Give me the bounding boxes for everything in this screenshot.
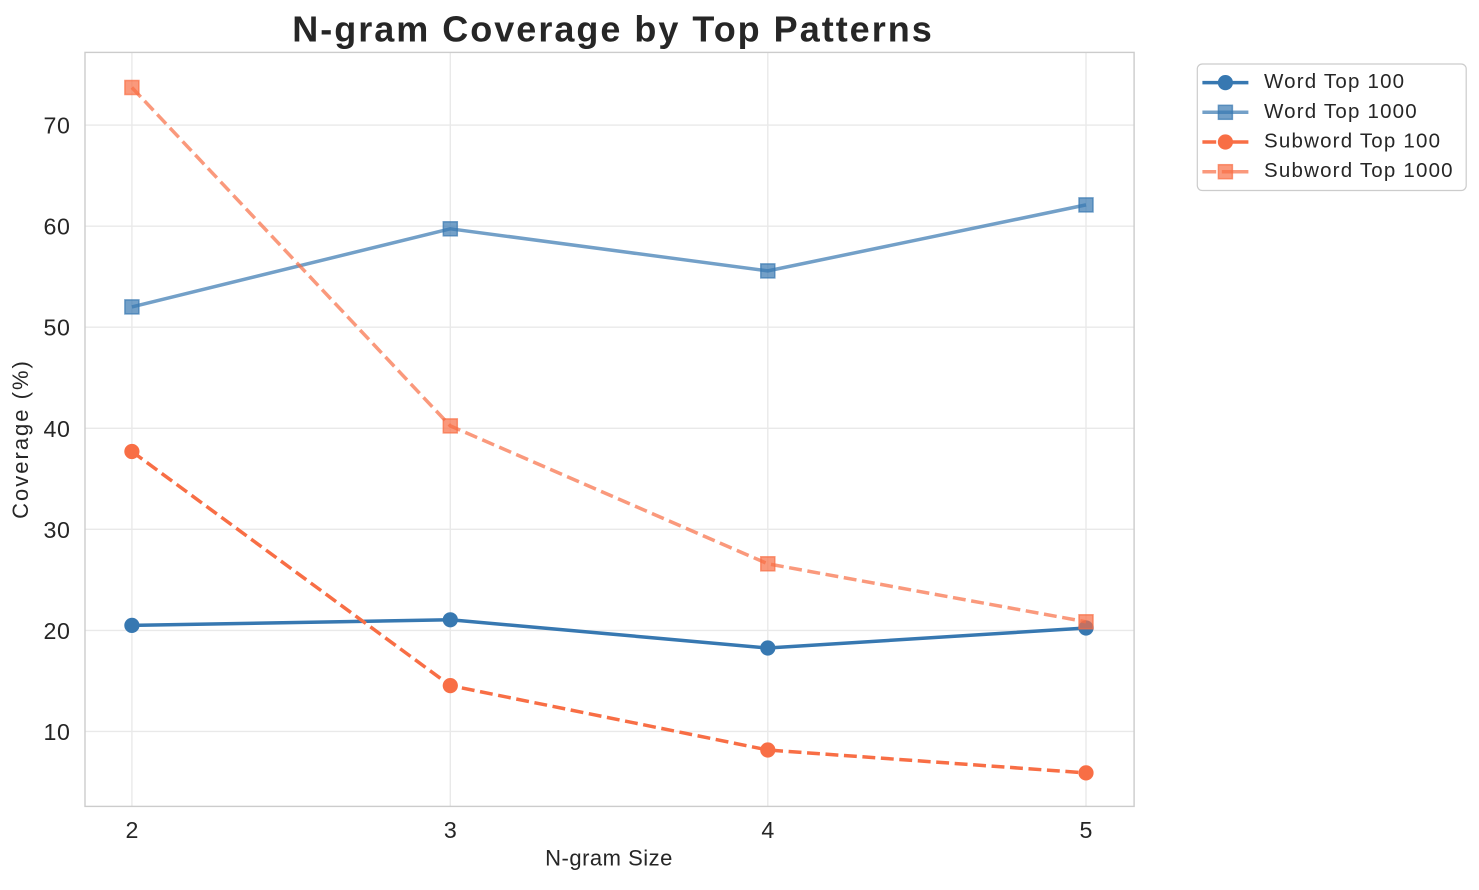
svg-text:10: 10	[44, 719, 71, 745]
svg-text:N-gram Size: N-gram Size	[545, 846, 673, 871]
svg-text:5: 5	[1080, 817, 1093, 843]
svg-text:Word Top 1000: Word Top 1000	[1264, 100, 1418, 123]
svg-text:2: 2	[125, 817, 138, 843]
svg-text:40: 40	[44, 416, 71, 442]
svg-text:3: 3	[444, 817, 457, 843]
svg-text:Subword Top 100: Subword Top 100	[1264, 130, 1441, 153]
svg-text:60: 60	[44, 214, 71, 240]
svg-text:20: 20	[44, 618, 71, 644]
svg-text:70: 70	[44, 113, 71, 139]
svg-text:Coverage (%): Coverage (%)	[8, 359, 33, 519]
svg-text:30: 30	[44, 517, 71, 543]
svg-text:Word Top 100: Word Top 100	[1264, 70, 1405, 93]
svg-text:Subword Top 1000: Subword Top 1000	[1264, 159, 1454, 182]
svg-text:4: 4	[761, 817, 774, 843]
svg-text:N-gram Coverage by Top Pattern: N-gram Coverage by Top Patterns	[292, 9, 933, 50]
svg-text:50: 50	[44, 315, 71, 341]
